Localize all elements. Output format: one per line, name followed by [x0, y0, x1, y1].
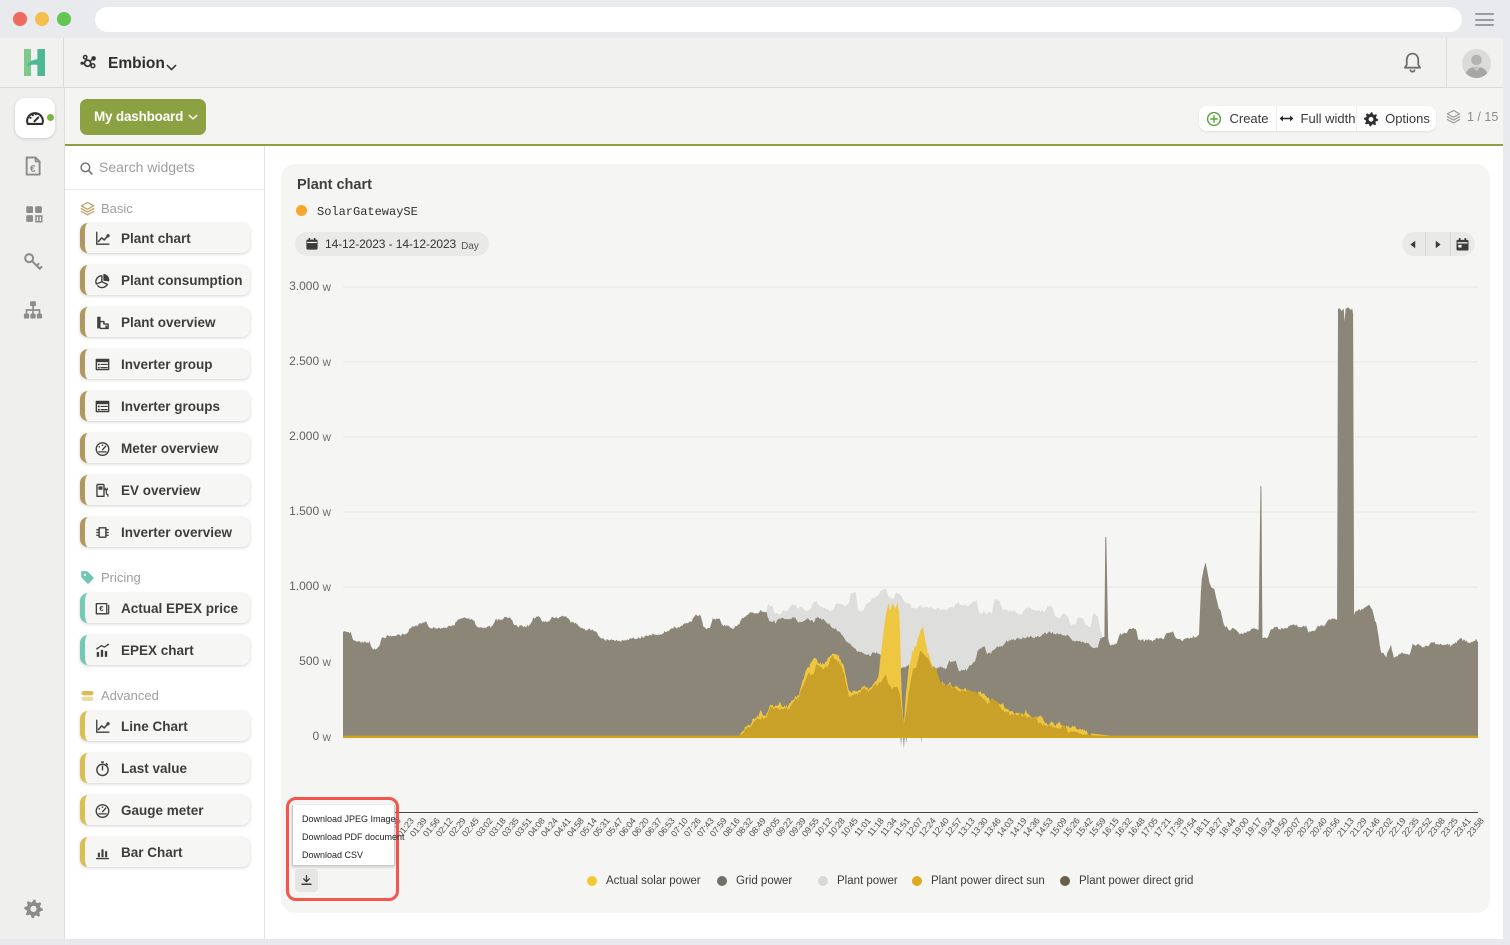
svg-text:€: € [99, 604, 103, 613]
svg-text:€: € [30, 164, 36, 175]
